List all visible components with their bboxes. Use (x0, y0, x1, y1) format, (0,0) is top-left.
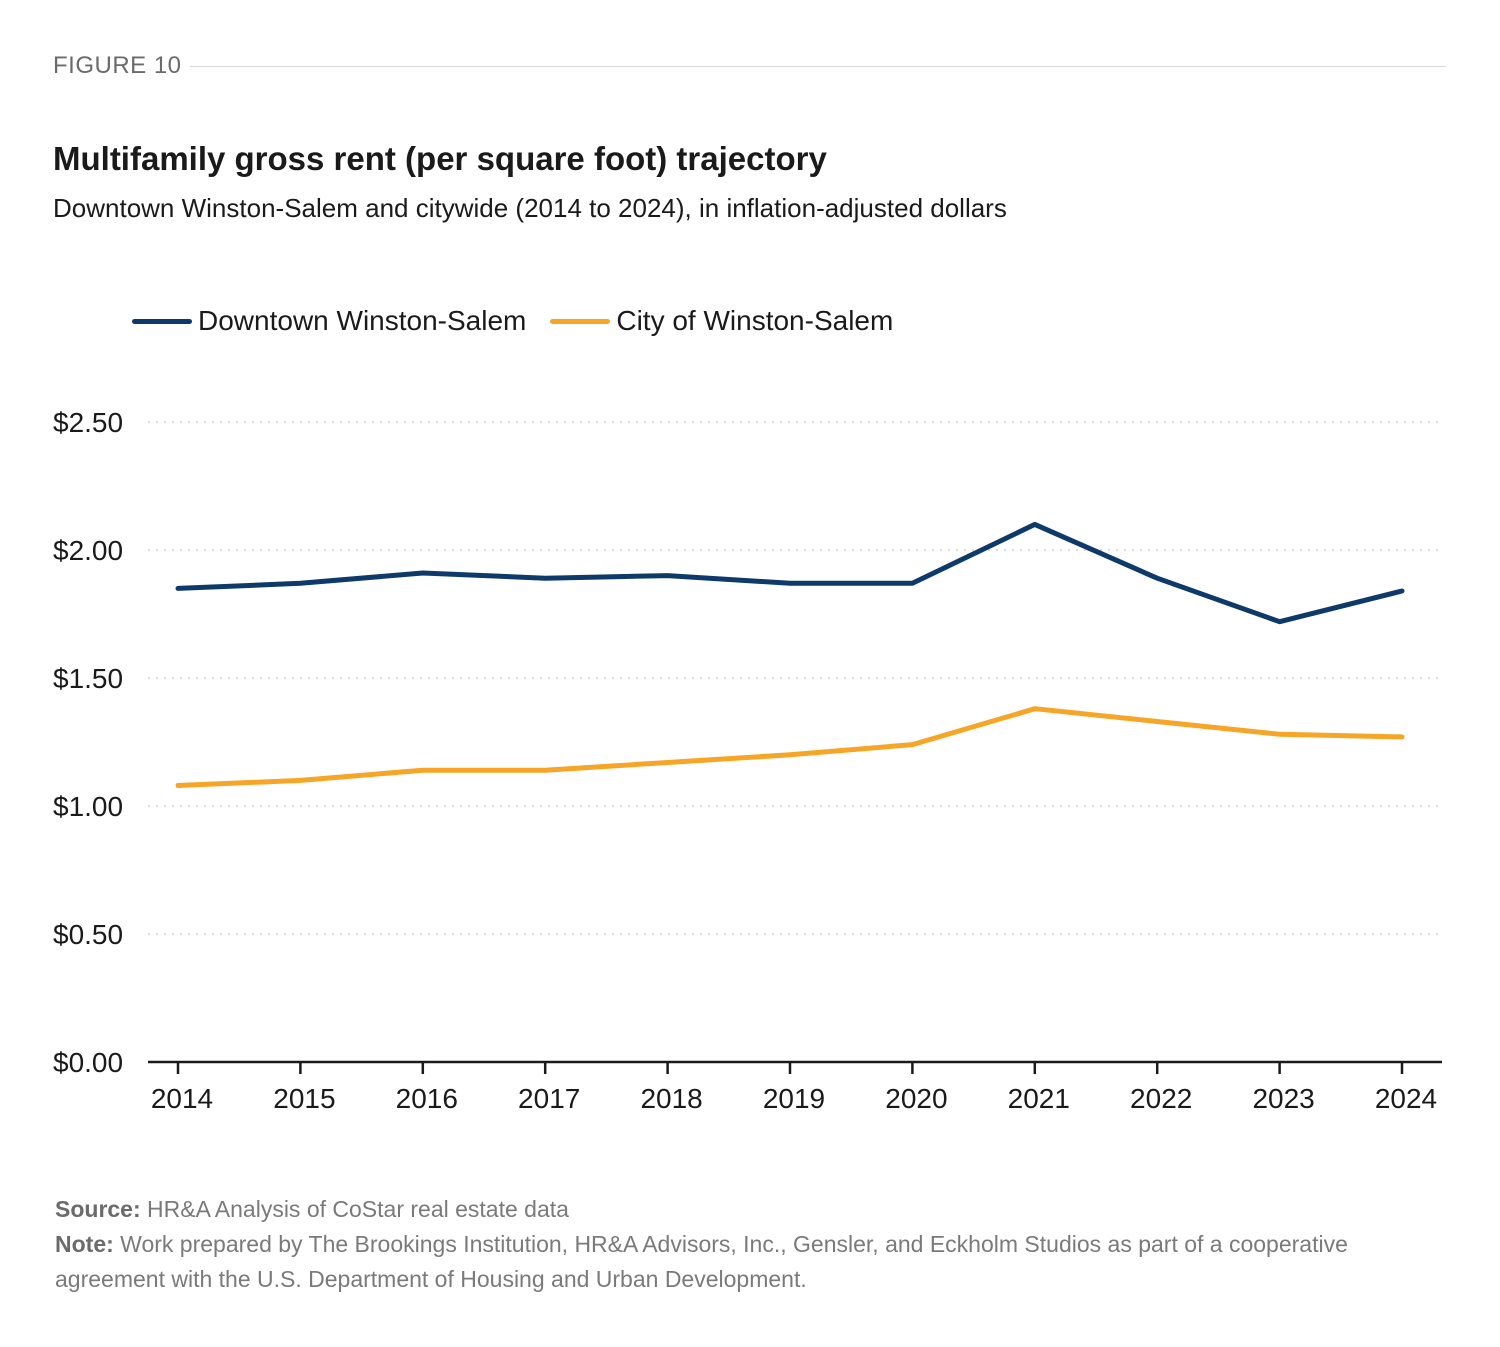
legend-swatch-city (550, 318, 611, 324)
x-tick-label: 2023 (1252, 1083, 1314, 1114)
note-text: Work prepared by The Brookings Instituti… (55, 1231, 1348, 1292)
legend-item-city: City of Winston-Salem (550, 305, 893, 337)
y-tick-label: $1.00 (53, 791, 123, 822)
legend-item-downtown: Downtown Winston-Salem (132, 305, 526, 337)
x-tick-label: 2018 (640, 1083, 702, 1114)
note-label: Note: (55, 1231, 114, 1257)
figure-label: FIGURE 10 (53, 52, 190, 80)
chart-legend: Downtown Winston-Salem City of Winston-S… (132, 303, 917, 339)
y-tick-label: $0.00 (53, 1047, 123, 1078)
series-line-downtown (175, 521, 1405, 625)
figure-header: FIGURE 10 (53, 52, 1446, 82)
source-text: HR&A Analysis of CoStar real estate data (147, 1196, 569, 1222)
y-tick-label: $1.50 (53, 663, 123, 694)
legend-label-city: City of Winston-Salem (616, 305, 894, 336)
line-chart: $0.00 $0.50 $1.00 $1.50 $2.00 $2.50 2014 2015 20… (53, 407, 1442, 1114)
y-tick-label: $0.50 (53, 919, 123, 950)
series-line-city (175, 706, 1405, 788)
x-tick-label: 2017 (518, 1083, 580, 1114)
chart-title: Multifamily gross rent (per square foot)… (53, 140, 827, 177)
x-tick-label: 2014 (151, 1083, 213, 1114)
source-label: Source: (55, 1196, 141, 1222)
legend-swatch-downtown (132, 318, 192, 324)
chart-subtitle: Downtown Winston-Salem and citywide (201… (53, 193, 1007, 223)
x-tick-label: 2024 (1375, 1083, 1437, 1114)
x-tick-label: 2021 (1008, 1083, 1070, 1114)
x-tick-label: 2015 (273, 1083, 335, 1114)
source-line: Source: HR&A Analysis of CoStar real est… (55, 1192, 1455, 1227)
legend-label-downtown: Downtown Winston-Salem (198, 305, 527, 336)
y-tick-label: $2.50 (53, 407, 123, 438)
y-tick-label: $2.00 (53, 535, 123, 566)
header-rule (53, 66, 1446, 67)
x-tick-label: 2020 (885, 1083, 947, 1114)
x-tick-label: 2019 (763, 1083, 825, 1114)
chart-footer: Source: HR&A Analysis of CoStar real est… (55, 1192, 1455, 1297)
x-tick-label: 2016 (396, 1083, 458, 1114)
note-line: Note: Work prepared by The Brookings Ins… (55, 1227, 1455, 1297)
x-tick-label: 2022 (1130, 1083, 1192, 1114)
